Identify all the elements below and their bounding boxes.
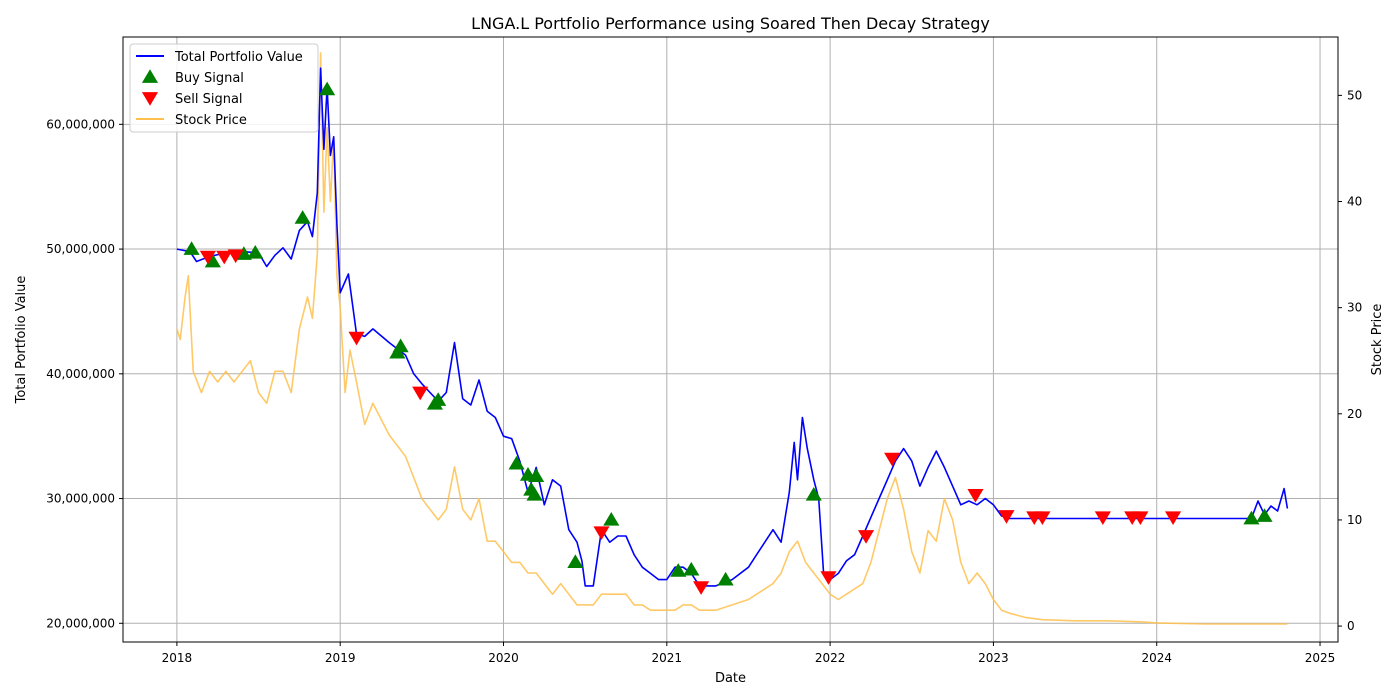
- buy-signal-marker: [717, 571, 734, 586]
- sell-signal-marker: [884, 452, 901, 467]
- y-axis-right: 0 10 20 30 40 50: [1338, 88, 1362, 633]
- buy-signal-marker: [603, 511, 620, 526]
- x-tick-label: 2018: [162, 651, 193, 665]
- buy-signal-marker: [247, 245, 264, 259]
- y-axis-left: 20,000,000 30,000,000 40,000,000 50,000,000…: [46, 117, 123, 630]
- sell-signal-marker: [857, 530, 875, 544]
- buy-signal-marker: [670, 563, 687, 577]
- buy-signal-marker: [528, 468, 545, 482]
- legend-swatch-buy: [141, 69, 159, 83]
- sell-signal-marker: [1132, 511, 1149, 526]
- buy-signal-marker: [294, 210, 311, 224]
- x-tick-label: 2025: [1305, 651, 1336, 665]
- buy-signal-marker: [235, 246, 252, 260]
- buy-signal-marker: [204, 253, 221, 268]
- buy-signal-marker: [430, 392, 447, 406]
- y-right-tick-label: 30: [1347, 301, 1362, 315]
- x-tick-label: 2019: [325, 651, 356, 665]
- y-left-tick-label: 60,000,000: [46, 117, 115, 131]
- y-axis-right-title: Stock Price: [1370, 304, 1385, 376]
- x-tick-label: 2021: [652, 651, 683, 665]
- buy-signal-marker: [567, 554, 584, 569]
- legend-label-buy: Buy Signal: [175, 71, 244, 86]
- portfolio-value-line: [176, 67, 1289, 587]
- buy-signal-marker: [508, 455, 525, 470]
- x-axis: 2018 2019 2020 2021 2022 2023 2024 2025: [162, 642, 1336, 665]
- x-tick-label: 2023: [978, 651, 1009, 665]
- x-tick-label: 2024: [1141, 651, 1172, 665]
- legend: Total Portfolio Value Buy Signal Sell Si…: [129, 43, 319, 133]
- legend-label-portfolio: Total Portfolio Value: [174, 50, 303, 65]
- sell-signal-markers: [199, 249, 1182, 595]
- sell-signal-marker: [1165, 511, 1182, 526]
- sell-signal-marker: [227, 249, 244, 264]
- sell-signal-marker: [199, 250, 216, 265]
- legend-box: [129, 43, 319, 133]
- buy-signal-marker: [805, 487, 822, 501]
- buy-signal-marker: [683, 561, 700, 576]
- sell-signal-marker: [216, 250, 233, 265]
- y-right-tick-label: 0: [1347, 619, 1355, 633]
- y-right-tick-label: 40: [1347, 195, 1362, 209]
- y-left-tick-label: 20,000,000: [46, 616, 115, 630]
- stock-price-series: [176, 52, 1288, 625]
- portfolio-value-series: [176, 67, 1289, 587]
- buy-signal-marker: [1256, 508, 1273, 522]
- grid: [123, 37, 1338, 642]
- y-left-tick-label: 50,000,000: [46, 242, 115, 256]
- sell-signal-marker: [1034, 511, 1051, 526]
- legend-swatch-sell: [141, 92, 159, 106]
- x-tick-label: 2022: [815, 651, 846, 665]
- sell-signal-marker: [967, 488, 984, 503]
- sell-signal-marker: [820, 571, 837, 585]
- sell-signal-marker: [412, 386, 429, 401]
- sell-signal-marker: [998, 510, 1015, 524]
- stock-price-line: [176, 52, 1288, 625]
- sell-signal-marker: [348, 331, 365, 346]
- buy-signal-marker: [319, 81, 336, 96]
- buy-signal-markers: [183, 81, 1273, 586]
- buy-signal-marker: [526, 487, 543, 501]
- sell-signal-marker: [693, 581, 710, 595]
- y-right-tick-label: 50: [1347, 88, 1362, 102]
- x-tick-label: 2020: [488, 651, 519, 665]
- y-axis-left-title: Total Portfolio Value: [14, 276, 29, 405]
- chart-title: LNGA.L Portfolio Performance using Soare…: [471, 14, 990, 33]
- sell-signal-marker: [1094, 511, 1111, 526]
- buy-signal-marker: [1243, 510, 1260, 525]
- legend-label-stock: Stock Price: [175, 113, 247, 128]
- legend-label-sell: Sell Signal: [175, 92, 243, 107]
- buy-signal-marker: [183, 241, 200, 255]
- sell-signal-marker: [593, 526, 610, 541]
- x-axis-title: Date: [715, 671, 746, 686]
- y-left-tick-label: 30,000,000: [46, 492, 115, 506]
- y-right-tick-label: 20: [1347, 407, 1362, 421]
- plot-frame: [122, 36, 1339, 643]
- buy-signal-marker: [392, 338, 409, 353]
- y-left-tick-label: 40,000,000: [46, 367, 115, 381]
- y-right-tick-label: 10: [1347, 513, 1362, 527]
